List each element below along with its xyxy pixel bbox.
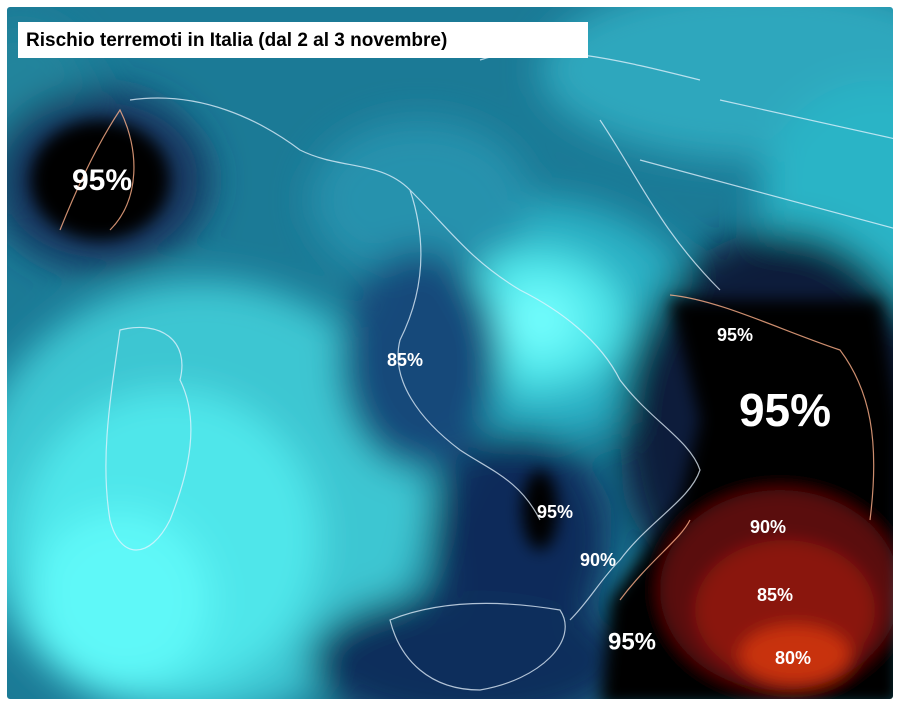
risk-label: 95% [537,502,573,522]
risk-label: 80% [775,648,811,668]
risk-label: 95% [72,164,132,197]
risk-label: 90% [750,517,786,537]
risk-label: 85% [757,585,793,605]
risk-label: 95% [717,325,753,345]
risk-label: 95% [739,384,831,436]
risk-label: 90% [580,550,616,570]
risk-label: 95% [608,628,656,655]
risk-label: 85% [387,350,423,370]
title-box [18,22,588,58]
title: Rischio terremoti in Italia (dal 2 al 3 … [26,30,447,51]
